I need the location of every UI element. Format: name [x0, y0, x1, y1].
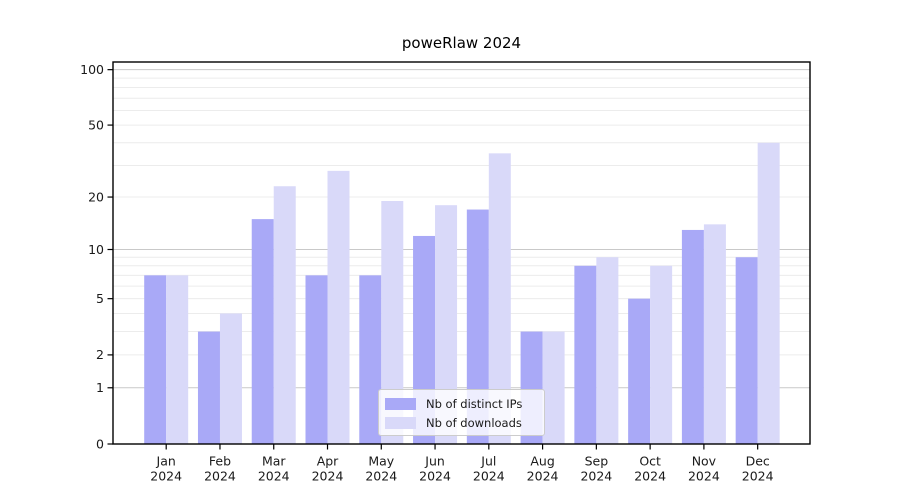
bar-jun-downloads: [435, 205, 458, 444]
bar-sep-distinct-ips: [574, 265, 597, 444]
x-tick-label-year: 2024: [365, 469, 397, 484]
bar-jul-distinct-ips: [466, 209, 489, 444]
bar-nov-distinct-ips: [681, 229, 704, 444]
legend-label-distinct-ips: Nb of distinct IPs: [426, 397, 523, 412]
y-tick-label: 20: [88, 189, 104, 204]
legend-swatch-distinct-ips: [385, 398, 416, 411]
y-tick-label: 5: [96, 291, 104, 306]
bar-feb-distinct-ips: [197, 331, 220, 444]
legend-item-downloads: Nb of downloads: [385, 416, 536, 431]
bar-apr-downloads: [327, 170, 350, 445]
x-tick-label-year: 2024: [580, 469, 612, 484]
bar-sep-downloads: [596, 257, 619, 444]
bar-feb-downloads: [219, 313, 242, 444]
x-tick-label-month: Jun: [424, 454, 445, 469]
y-tick-label: 0: [96, 436, 104, 451]
x-tick-label-year: 2024: [258, 469, 290, 484]
y-tick-label: 50: [88, 117, 104, 132]
x-tick-label-month: Sep: [585, 454, 609, 469]
y-tick-label: 10: [88, 242, 104, 257]
x-tick-label-month: Mar: [262, 454, 286, 469]
x-tick-label-year: 2024: [688, 469, 720, 484]
x-tick-label-month: Oct: [639, 454, 661, 469]
bar-mar-distinct-ips: [251, 219, 274, 444]
x-tick-label-month: Aug: [530, 454, 554, 469]
x-tick-label-year: 2024: [634, 469, 666, 484]
bars-downloads: [166, 142, 780, 445]
bar-nov-downloads: [703, 224, 726, 444]
bar-oct-downloads: [650, 265, 673, 444]
x-tick-label-year: 2024: [419, 469, 451, 484]
bar-jul-downloads: [488, 153, 511, 444]
x-tick-label-month: Jan: [156, 454, 176, 469]
x-tick-label-year: 2024: [204, 469, 236, 484]
legend-label-downloads: Nb of downloads: [426, 415, 522, 430]
bar-dec-downloads: [757, 142, 780, 444]
y-tick-label: 2: [96, 347, 104, 362]
x-tick-label-year: 2024: [742, 469, 774, 484]
chart-legend: Nb of distinct IPs Nb of downloads: [378, 389, 545, 436]
x-tick-label-month: Feb: [209, 454, 231, 469]
gridlines: [113, 69, 810, 389]
plot-border: [112, 61, 811, 445]
x-tick-label-year: 2024: [473, 469, 505, 484]
x-tick-label-month: Dec: [746, 454, 770, 469]
x-tick-label-month: Nov: [692, 454, 717, 469]
bar-dec-distinct-ips: [735, 257, 758, 444]
bar-may-downloads: [381, 201, 404, 444]
x-tick-label-month: May: [368, 454, 394, 469]
y-tick-label: 1: [96, 380, 104, 395]
x-tick-label-month: Jul: [480, 454, 496, 469]
x-tick-label-month: Apr: [317, 454, 339, 469]
y-axis: 0 1 2 5 10 20 50 100: [80, 62, 113, 451]
legend-item-distinct-ips: Nb of distinct IPs: [385, 397, 536, 412]
bar-jan-downloads: [166, 275, 189, 444]
x-axis: Jan2024Feb2024Mar2024Apr2024May2024Jun20…: [150, 444, 774, 484]
y-tick-label: 100: [80, 62, 104, 77]
bar-mar-downloads: [273, 186, 296, 444]
bar-aug-downloads: [542, 331, 565, 444]
bar-oct-distinct-ips: [628, 298, 651, 444]
x-tick-label-year: 2024: [312, 469, 344, 484]
chart-title: poweRlaw 2024: [401, 34, 522, 52]
legend-swatch-downloads: [385, 416, 416, 429]
bar-jan-distinct-ips: [144, 275, 167, 444]
bar-may-distinct-ips: [359, 275, 382, 444]
x-tick-label-year: 2024: [150, 469, 182, 484]
bar-apr-distinct-ips: [305, 275, 328, 444]
x-tick-label-year: 2024: [527, 469, 559, 484]
